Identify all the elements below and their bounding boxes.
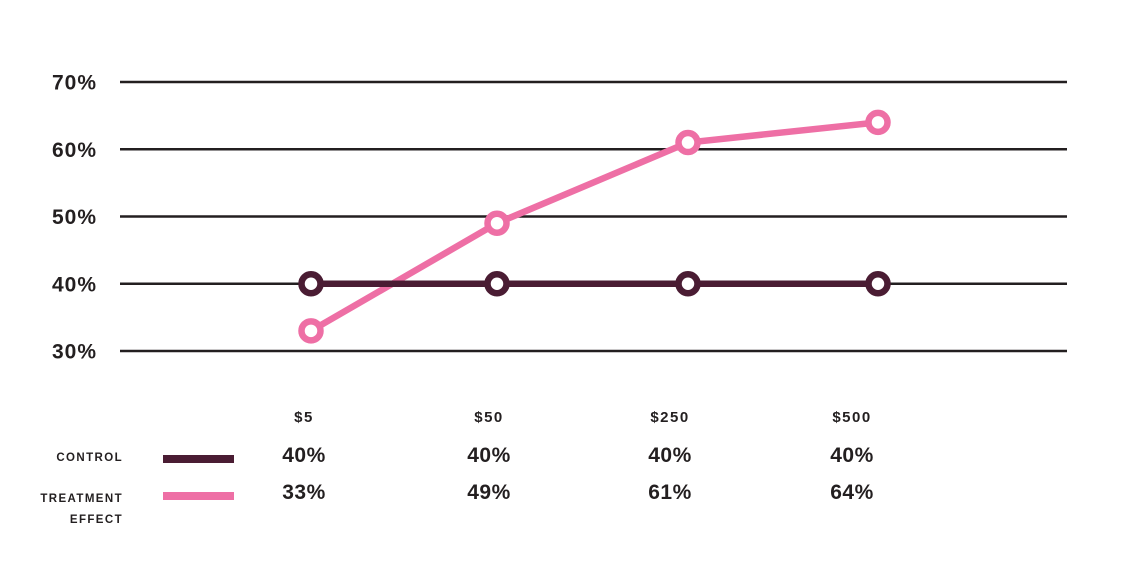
column-header: $250: [650, 409, 690, 426]
treatment-value: 33%: [282, 481, 326, 504]
treatment-value: 49%: [467, 481, 511, 504]
treatment-value: 61%: [648, 481, 692, 504]
column-header: $50: [474, 409, 504, 426]
legend-label-treatment: TREATMENT EFFECT: [40, 489, 123, 531]
control-data-point: [298, 271, 324, 297]
legend-label-control: CONTROL: [56, 452, 123, 464]
legend-label-treatment-line2: EFFECT: [69, 514, 123, 526]
treatment-series-line: [309, 119, 879, 334]
treatment-line-swatch: [163, 492, 234, 500]
control-value: 40%: [282, 444, 326, 467]
y-tick-label: 30%: [52, 341, 97, 364]
control-data-point: [865, 271, 891, 297]
y-tick-label: 50%: [52, 206, 97, 229]
control-line-swatch: [163, 455, 234, 463]
treatment-data-point: [865, 109, 891, 136]
control-value: 40%: [648, 444, 692, 467]
y-tick-label: 40%: [52, 273, 97, 296]
treatment-data-point: [675, 129, 701, 156]
legend-label-treatment-line1: TREATMENT: [40, 493, 123, 505]
treatment-data-point: [484, 210, 510, 236]
control-value: 40%: [830, 444, 874, 467]
column-header: $500: [832, 409, 872, 426]
control-data-point: [484, 271, 510, 297]
treatment-value: 64%: [830, 481, 874, 504]
column-header: $5: [294, 409, 314, 426]
control-value: 40%: [467, 444, 511, 467]
y-tick-label: 60%: [52, 139, 97, 162]
y-tick-label: 70%: [52, 72, 97, 95]
line-chart: 30% 40% 50% 60% 70%: [52, 72, 1067, 364]
control-data-point: [675, 271, 701, 297]
treatment-data-point: [298, 318, 324, 344]
